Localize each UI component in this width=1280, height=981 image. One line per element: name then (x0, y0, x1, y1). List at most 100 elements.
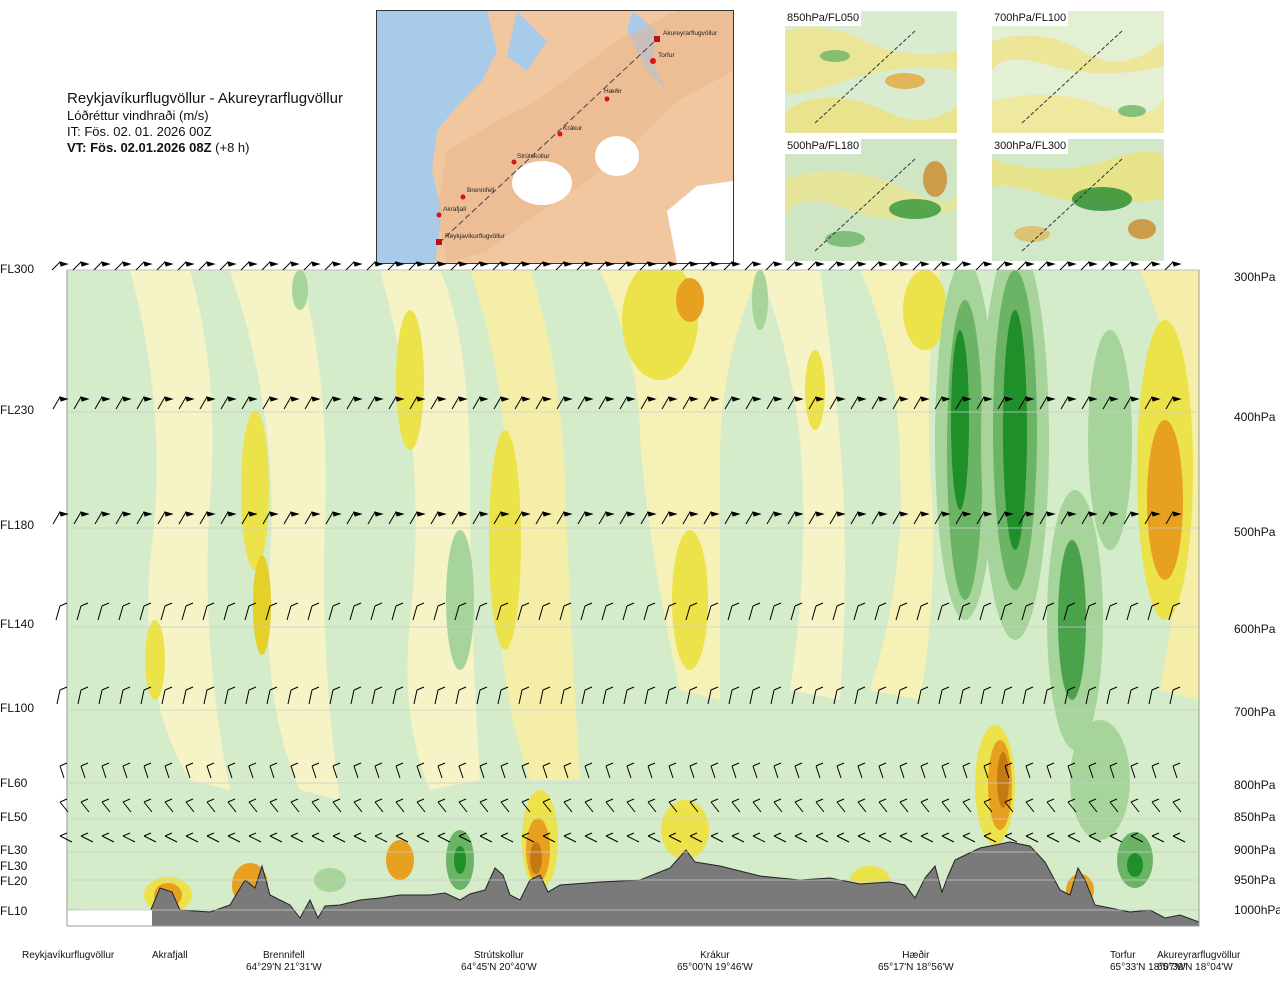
wind-barb-feather (353, 511, 363, 517)
wind-barb (56, 689, 61, 705)
wind-barb (766, 396, 775, 410)
wind-barb (1105, 605, 1111, 621)
wind-barb (682, 511, 691, 525)
wind-barb-feather (1025, 261, 1035, 267)
wind-barb-feather (1046, 602, 1055, 607)
wind-barb (581, 689, 586, 705)
wind-barb-feather (626, 396, 636, 402)
wind-barb (681, 261, 691, 271)
wind-barb (185, 801, 195, 813)
wind-barb-feather (437, 798, 446, 803)
contour-cell (1058, 540, 1086, 700)
wind-barb-feather (1025, 762, 1034, 767)
panel-700-map (992, 11, 1164, 133)
wind-barb-feather (143, 832, 152, 837)
wind-barb (933, 261, 943, 271)
wind-barb (938, 689, 943, 705)
wind-barb (269, 835, 283, 843)
wind-barb-feather (185, 798, 194, 803)
wind-barb (623, 689, 628, 705)
contour-cell (1127, 853, 1143, 877)
fl-label: FL60 (0, 776, 28, 790)
wind-barb-feather (101, 602, 110, 607)
wind-barb (702, 261, 712, 271)
wind-barb-feather (941, 602, 950, 607)
wind-barb-feather (1025, 686, 1034, 691)
station-label: Krákur 65°00'N 19°46'W (677, 950, 753, 974)
wind-barb-feather (290, 396, 300, 402)
station-coord: 65°39'N 18°04'W (1157, 962, 1233, 973)
wind-barb (815, 801, 825, 813)
wind-barb-feather (668, 261, 678, 267)
wind-barb-feather (1025, 798, 1034, 803)
wind-barb (605, 801, 615, 813)
wind-barb-feather (899, 762, 908, 767)
wind-barb (286, 605, 292, 621)
wind-barb (975, 261, 985, 271)
wind-barb (980, 689, 985, 705)
wind-barb-feather (1067, 686, 1076, 691)
wind-barb (850, 396, 859, 410)
wind-barb (224, 689, 229, 705)
wind-barb (912, 261, 922, 271)
wind-barb-feather (605, 798, 614, 803)
wind-barb-feather (164, 261, 174, 267)
wind-barb-feather (794, 762, 803, 767)
wind-barb (1088, 765, 1094, 779)
wind-barb-feather (752, 832, 761, 837)
wind-barb (177, 261, 187, 271)
wind-barb-feather (626, 261, 636, 267)
contour-band (470, 270, 580, 780)
wind-barb (479, 835, 493, 843)
contour-cell (454, 846, 466, 874)
wind-barb (857, 765, 863, 779)
wind-barb (1067, 801, 1077, 813)
wind-barb (1109, 765, 1115, 779)
wind-barb (283, 396, 292, 410)
wind-barb-feather (605, 762, 614, 767)
wind-barb-feather (1130, 798, 1139, 803)
wind-barb-feather (878, 261, 888, 267)
wind-barb-feather (752, 762, 761, 767)
wind-barb (1130, 765, 1136, 779)
wind-barb-feather (542, 686, 551, 691)
wind-barb (689, 765, 695, 779)
wind-barb-feather (899, 602, 908, 607)
wind-barb (472, 396, 481, 410)
wind-barb-feather (416, 511, 426, 517)
wind-barb (143, 835, 157, 843)
wind-barb (626, 801, 636, 813)
wind-barb (493, 396, 502, 410)
wind-barb-feather (248, 832, 257, 837)
wind-barb-feather (290, 832, 299, 837)
wind-barb (794, 765, 800, 779)
wind-barb (786, 261, 796, 271)
wind-barb-feather (836, 261, 846, 267)
hpa-label: 850hPa (1234, 810, 1276, 824)
wind-barb (455, 689, 460, 705)
map-point-label: Strútskollur (517, 153, 550, 160)
wind-barb-feather (458, 832, 467, 837)
wind-barb-feather (647, 261, 657, 267)
wind-barb (689, 801, 699, 813)
wind-barb (1025, 801, 1035, 813)
wind-barb (471, 261, 481, 271)
wind-barb (1109, 835, 1123, 843)
wind-barb (703, 511, 712, 525)
wind-barb-feather (836, 798, 845, 803)
wind-barb-feather (920, 396, 930, 402)
wind-barb (1122, 261, 1132, 271)
wind-barb-feather (1130, 396, 1140, 402)
wind-barb-feather (1088, 396, 1098, 402)
wind-barb (983, 801, 993, 813)
wind-barb (244, 605, 250, 621)
wind-barb (521, 765, 527, 779)
contour-cell (1070, 720, 1130, 840)
wind-barb (871, 511, 880, 525)
wind-barb (854, 689, 859, 705)
contour-cell (903, 270, 947, 350)
wind-barb (472, 511, 481, 525)
wind-barb-feather (479, 832, 488, 837)
wind-barb (388, 396, 397, 410)
chart-title: Reykjavíkurflugvöllur - Akureyrarflugvöl… (67, 90, 343, 107)
